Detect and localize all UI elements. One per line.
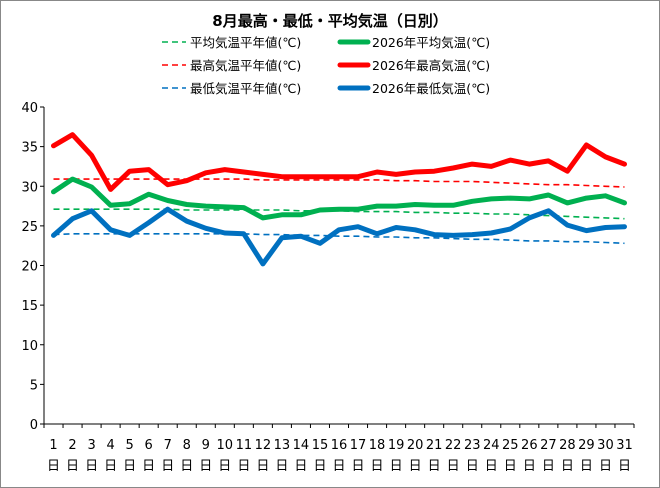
x-tick-label: 16 日 [331, 438, 348, 474]
series-line-avg-2026 [51, 176, 627, 221]
legend-label-min-normal: 最低気温平年値(℃) [190, 81, 301, 96]
x-tick-label: 27 日 [540, 438, 557, 474]
x-tick-label: 29 日 [578, 438, 595, 474]
x-tick-label: 28 日 [559, 438, 576, 474]
axes: 0 5 10 15 20 25 30 35 40 1 日2 日3 日4 日5 日6 日7 日8 日9 日 10 日11 日… [21, 101, 635, 474]
x-tick-label: 25 日 [502, 438, 519, 474]
x-tick-label: 24 日 [483, 438, 500, 474]
x-tick-label: 14 日 [293, 438, 310, 474]
chart-title: 8月最高・最低・平均気温（日別） [212, 12, 447, 30]
series-line-max-normal [53, 178, 625, 188]
y-tick-label: 5 [30, 378, 38, 393]
x-tick-label: 30 日 [597, 438, 614, 474]
legend: 平均気温平年値(℃) 最高気温平年値(℃) 最低気温平年値(℃) 2026年平均気温(… [162, 35, 490, 96]
x-tick-label: 23 日 [464, 438, 481, 474]
x-tick-label: 15 日 [312, 438, 329, 474]
y-tick-label: 40 [21, 101, 38, 116]
y-tick-label: 20 [21, 260, 38, 275]
y-tick-label: 15 [21, 299, 38, 314]
series-line-max-2026 [51, 132, 627, 192]
x-tick-label: 19 日 [388, 438, 405, 474]
legend-label-avg-normal: 平均気温平年値(℃) [190, 35, 301, 50]
x-tick-label: 10 日 [217, 438, 234, 474]
x-tick-label: 20 日 [407, 438, 424, 474]
y-tick-label: 25 [21, 220, 38, 235]
x-tick-label: 11 日 [236, 438, 253, 474]
legend-label-min-2026: 2026年最低気温(℃) [372, 81, 490, 96]
x-tick-label: 17 日 [350, 438, 367, 474]
x-tick-label: 18 日 [369, 438, 386, 474]
y-tick-label: 35 [21, 141, 38, 156]
x-tick-label: 31 日 [616, 438, 633, 474]
x-tick-label: 26 日 [521, 438, 538, 474]
legend-label-max-2026: 2026年最高気温(℃) [372, 58, 490, 73]
series-line-min-normal [53, 233, 625, 245]
y-tick-label: 30 [21, 180, 38, 195]
series-line-min-2026 [51, 206, 627, 267]
x-tick-label: 21 日 [426, 438, 443, 474]
legend-label-max-normal: 最高気温平年値(℃) [190, 58, 301, 73]
y-tick-label: 0 [30, 418, 38, 433]
x-tick-label: 13 日 [274, 438, 291, 474]
x-tick-label: 22 日 [445, 438, 462, 474]
legend-label-avg-2026: 2026年平均気温(℃) [372, 35, 490, 50]
x-tick-label: 12 日 [255, 438, 272, 474]
y-tick-label: 10 [21, 339, 38, 354]
series-layer [51, 132, 627, 267]
